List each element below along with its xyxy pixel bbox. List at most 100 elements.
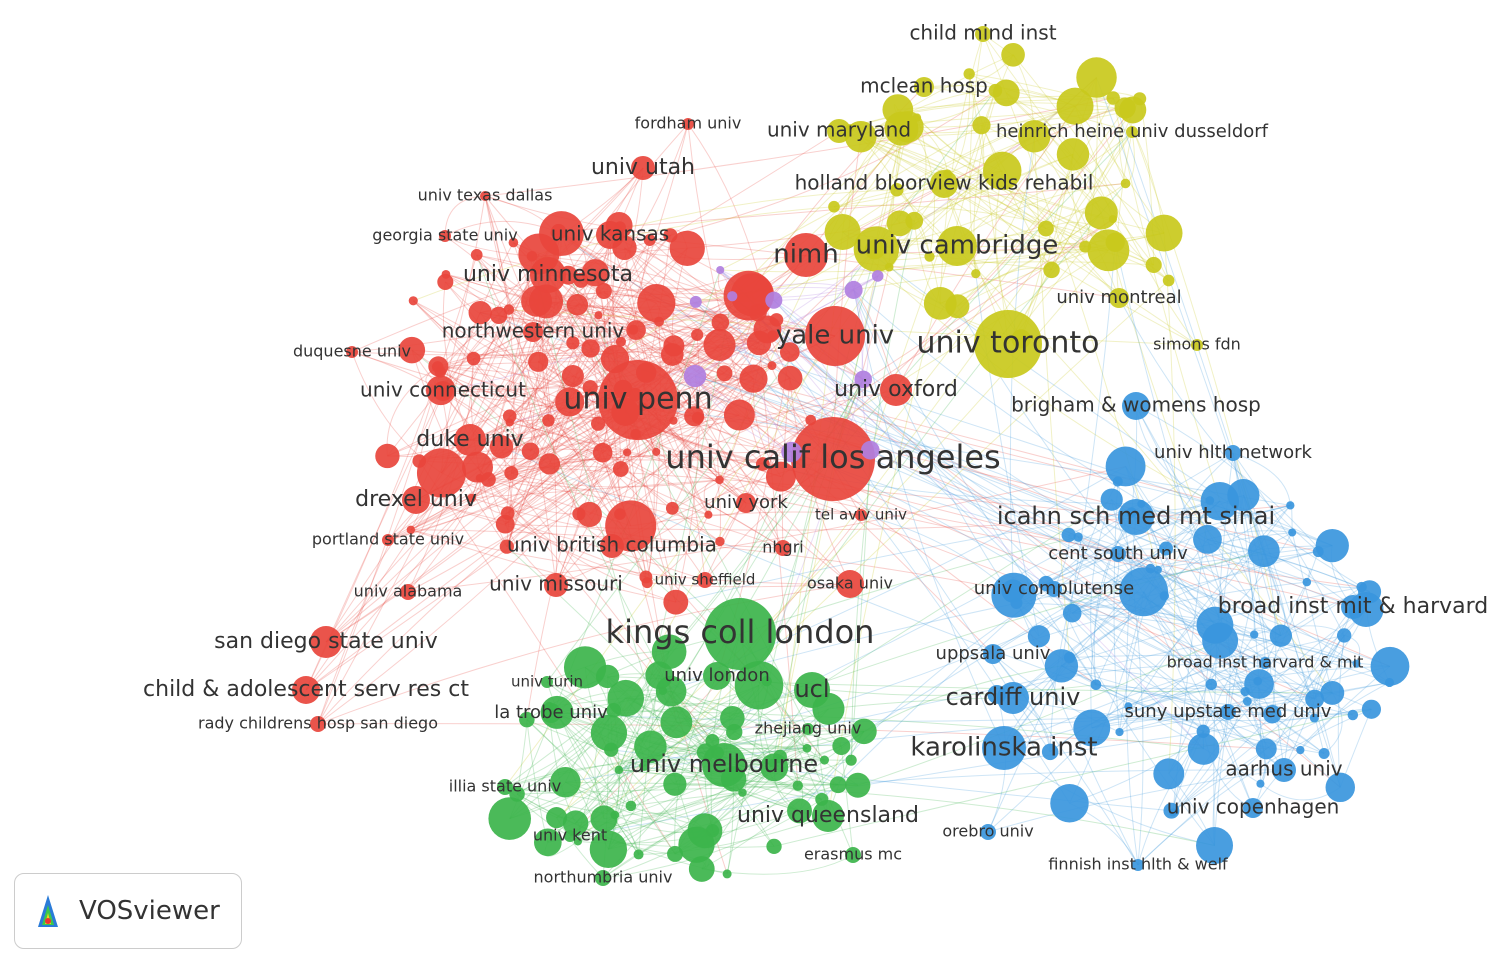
- edge: [607, 717, 733, 850]
- edge: [1232, 452, 1345, 636]
- node-label: broad inst harvard & mit: [1167, 653, 1364, 672]
- edge: [588, 126, 909, 515]
- node: [1347, 709, 1359, 721]
- node: [1145, 214, 1183, 252]
- edge: [923, 86, 1133, 133]
- node: [844, 120, 877, 153]
- node-label: heinrich heine univ dusseldorf: [996, 121, 1269, 142]
- edge: [598, 314, 699, 419]
- node: [1043, 261, 1060, 279]
- node: [502, 409, 517, 423]
- edge: [603, 290, 699, 419]
- node-label: univ kent: [533, 826, 607, 845]
- node: [1352, 659, 1361, 668]
- edge: [546, 681, 800, 812]
- edge: [526, 719, 632, 807]
- node: [1084, 196, 1118, 230]
- node: [715, 536, 725, 547]
- node: [1309, 713, 1319, 723]
- node-label: univ toronto: [917, 326, 1100, 361]
- node: [1244, 669, 1274, 699]
- edge: [620, 341, 764, 465]
- edge: [469, 280, 582, 441]
- node: [697, 572, 713, 588]
- node: [1153, 758, 1185, 790]
- edge: [1053, 588, 1215, 846]
- node: [1272, 758, 1296, 782]
- node: [488, 797, 532, 840]
- edge: [1084, 77, 1098, 247]
- node: [684, 406, 705, 427]
- edge: [1090, 512, 1133, 728]
- edge: [832, 136, 862, 460]
- edge: [670, 90, 996, 236]
- node: [886, 210, 913, 237]
- node-label: holland bloorview kids rehabil: [795, 171, 1094, 195]
- node: [541, 676, 553, 688]
- node: [975, 26, 991, 42]
- node-label: univ cambridge: [856, 231, 1059, 261]
- node: [766, 838, 782, 855]
- node-label: univ calif los angeles: [665, 438, 1000, 476]
- edge: [1053, 588, 1258, 682]
- edge: [992, 653, 1139, 866]
- edge: [1071, 500, 1221, 614]
- node: [736, 493, 756, 513]
- edge: [849, 127, 1198, 346]
- edge: [507, 452, 604, 514]
- edge: [608, 732, 773, 764]
- node: [844, 280, 863, 299]
- edge: [577, 280, 1169, 842]
- node: [576, 501, 602, 528]
- edge: [940, 212, 1102, 304]
- edge: [440, 242, 514, 474]
- edge: [1033, 136, 1071, 658]
- node: [1100, 488, 1123, 511]
- nodes: [292, 26, 1410, 886]
- node: [974, 310, 1042, 378]
- node: [765, 291, 783, 309]
- node: [824, 214, 861, 251]
- node: [1220, 704, 1236, 720]
- node: [854, 370, 872, 389]
- edge: [842, 231, 1370, 593]
- node: [633, 849, 644, 860]
- edge: [842, 105, 1076, 233]
- edge: [1141, 503, 1354, 608]
- edge: [610, 749, 697, 846]
- node: [607, 679, 645, 717]
- edge: [916, 117, 1116, 243]
- node: [669, 230, 705, 266]
- node-label: karolinska inst: [910, 733, 1097, 763]
- node: [523, 322, 543, 342]
- edge: [674, 783, 1215, 847]
- node-label: aarhus univ: [1225, 757, 1342, 781]
- edge: [442, 281, 471, 441]
- edge: [550, 711, 1229, 722]
- node: [1041, 743, 1059, 761]
- edge: [1209, 500, 1266, 664]
- edge: [1165, 452, 1234, 549]
- edge: [614, 123, 689, 360]
- node: [997, 682, 1029, 714]
- node: [528, 351, 549, 372]
- edge: [1150, 545, 1333, 570]
- edge: [548, 420, 648, 583]
- node: [470, 248, 483, 261]
- node: [1062, 603, 1082, 623]
- node: [727, 291, 738, 302]
- node: [1320, 680, 1345, 705]
- edge: [305, 254, 478, 691]
- node-label: univ queensland: [737, 803, 919, 828]
- edge: [476, 254, 632, 527]
- edge: [758, 342, 799, 786]
- node: [310, 626, 342, 658]
- edge: [487, 479, 557, 586]
- node: [702, 743, 746, 787]
- edge: [550, 712, 775, 768]
- edge: [1007, 98, 1141, 345]
- node: [454, 424, 486, 456]
- edge: [1012, 54, 1170, 281]
- edge: [506, 378, 864, 548]
- edge: [438, 365, 531, 452]
